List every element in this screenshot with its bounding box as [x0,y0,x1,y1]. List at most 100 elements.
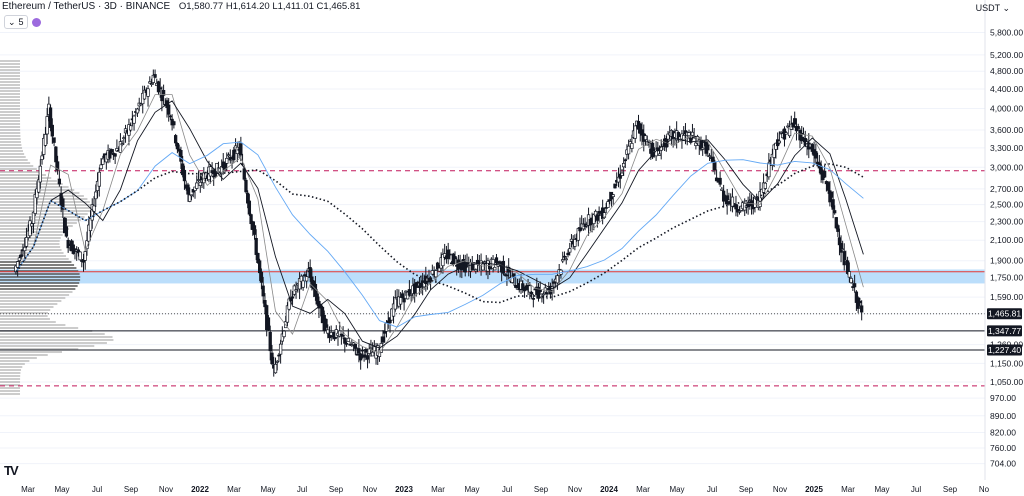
volume-profile-bar [0,321,56,323]
volume-profile-bar [0,288,76,290]
candle [343,337,347,344]
candle [294,289,298,292]
volume-profile-bar [0,117,21,119]
candle [529,291,534,295]
candle [179,150,183,162]
candle [718,177,722,185]
candle [40,155,44,160]
candle [819,165,823,175]
volume-profile-bar [0,300,62,302]
candle [35,188,39,199]
volume-profile-bar [0,123,21,125]
time-tick-label: 2024 [600,485,618,494]
candle [689,137,693,143]
candle [626,145,631,155]
candle [108,151,112,159]
volume-profile-bar [0,264,75,266]
candle [31,211,36,224]
candle [210,170,214,174]
volume-profile-bar [0,207,92,209]
volume-profile-bar [0,174,46,176]
price-tick-label: 2,300.00 [990,217,1023,227]
candle [573,239,577,247]
symbol-title[interactable]: Ethereum / TetherUS · 3D · BINANCE [2,1,171,12]
volume-profile-bar [0,324,66,326]
candle [713,161,717,171]
candle [52,137,56,143]
time-tick-label: Nov [568,485,582,494]
volume-profile-bar [0,294,70,296]
candle [814,151,818,159]
indicator-toggle[interactable]: ⌄ 5 [4,15,28,29]
candle [481,263,485,271]
time-tick-label: Nov [159,485,173,494]
volume-profile-bar [0,96,21,98]
candle [842,251,846,266]
candle [258,260,262,274]
candle [613,183,617,189]
candle [129,125,133,131]
candle [400,293,405,298]
close-value: C1,465.81 [316,1,361,12]
volume-profile-bar [0,63,20,65]
volume-profile-bar [0,171,42,173]
candle [362,354,366,358]
price-tick-label: 890.00 [990,411,1016,421]
price-tick-label: 5,800.00 [990,28,1023,38]
volume-profile-bar [0,144,22,146]
candle [734,204,738,210]
candle [277,354,281,357]
candle [564,258,568,261]
time-tick-label: Mar [636,485,650,494]
volume-profile-bar [0,93,21,95]
price-tick-label: 1,150.00 [990,358,1023,368]
candle [282,330,286,338]
ma-blue-line [15,141,864,328]
candle [521,283,525,291]
candle [856,297,860,309]
currency-selector[interactable]: USDT ⌄ [976,3,1010,14]
time-tick-label: May [874,485,889,494]
candle [122,137,126,140]
candle [355,353,359,356]
candle [829,191,834,198]
indicator-dot-icon[interactable] [31,17,41,27]
candle [19,254,23,258]
volume-profile-bar [0,135,21,137]
candle [101,158,105,165]
volume-profile-bar [0,312,49,314]
candle [48,107,53,128]
volume-profile-bar [0,150,23,152]
candle [531,298,535,300]
candle [256,252,260,263]
candle [78,251,82,261]
price-tick-label: 3,600.00 [990,125,1023,135]
volume-profile-bar [0,177,52,179]
candle [623,159,627,162]
candle [254,237,258,255]
candle [430,270,434,275]
candle [618,173,622,179]
volume-profile-bar [0,69,20,71]
candle [353,343,358,349]
candle [787,126,792,137]
candle [381,336,385,343]
volume-profile-bar [0,369,22,371]
candle [24,237,29,247]
volume-profile-bar [0,285,78,287]
candle [860,305,864,313]
candle [690,131,695,136]
candle [633,125,637,139]
volume-profile-bar [0,219,81,221]
candle [285,305,290,323]
volume-profile-bar [0,105,21,107]
candle [239,143,243,156]
price-tick-label: 2,100.00 [990,235,1023,245]
candle [17,257,22,261]
candle [453,256,457,260]
volume-profile-bar [0,228,69,230]
candle [840,248,845,251]
volume-profile-bar [0,183,63,185]
candle [263,300,267,308]
